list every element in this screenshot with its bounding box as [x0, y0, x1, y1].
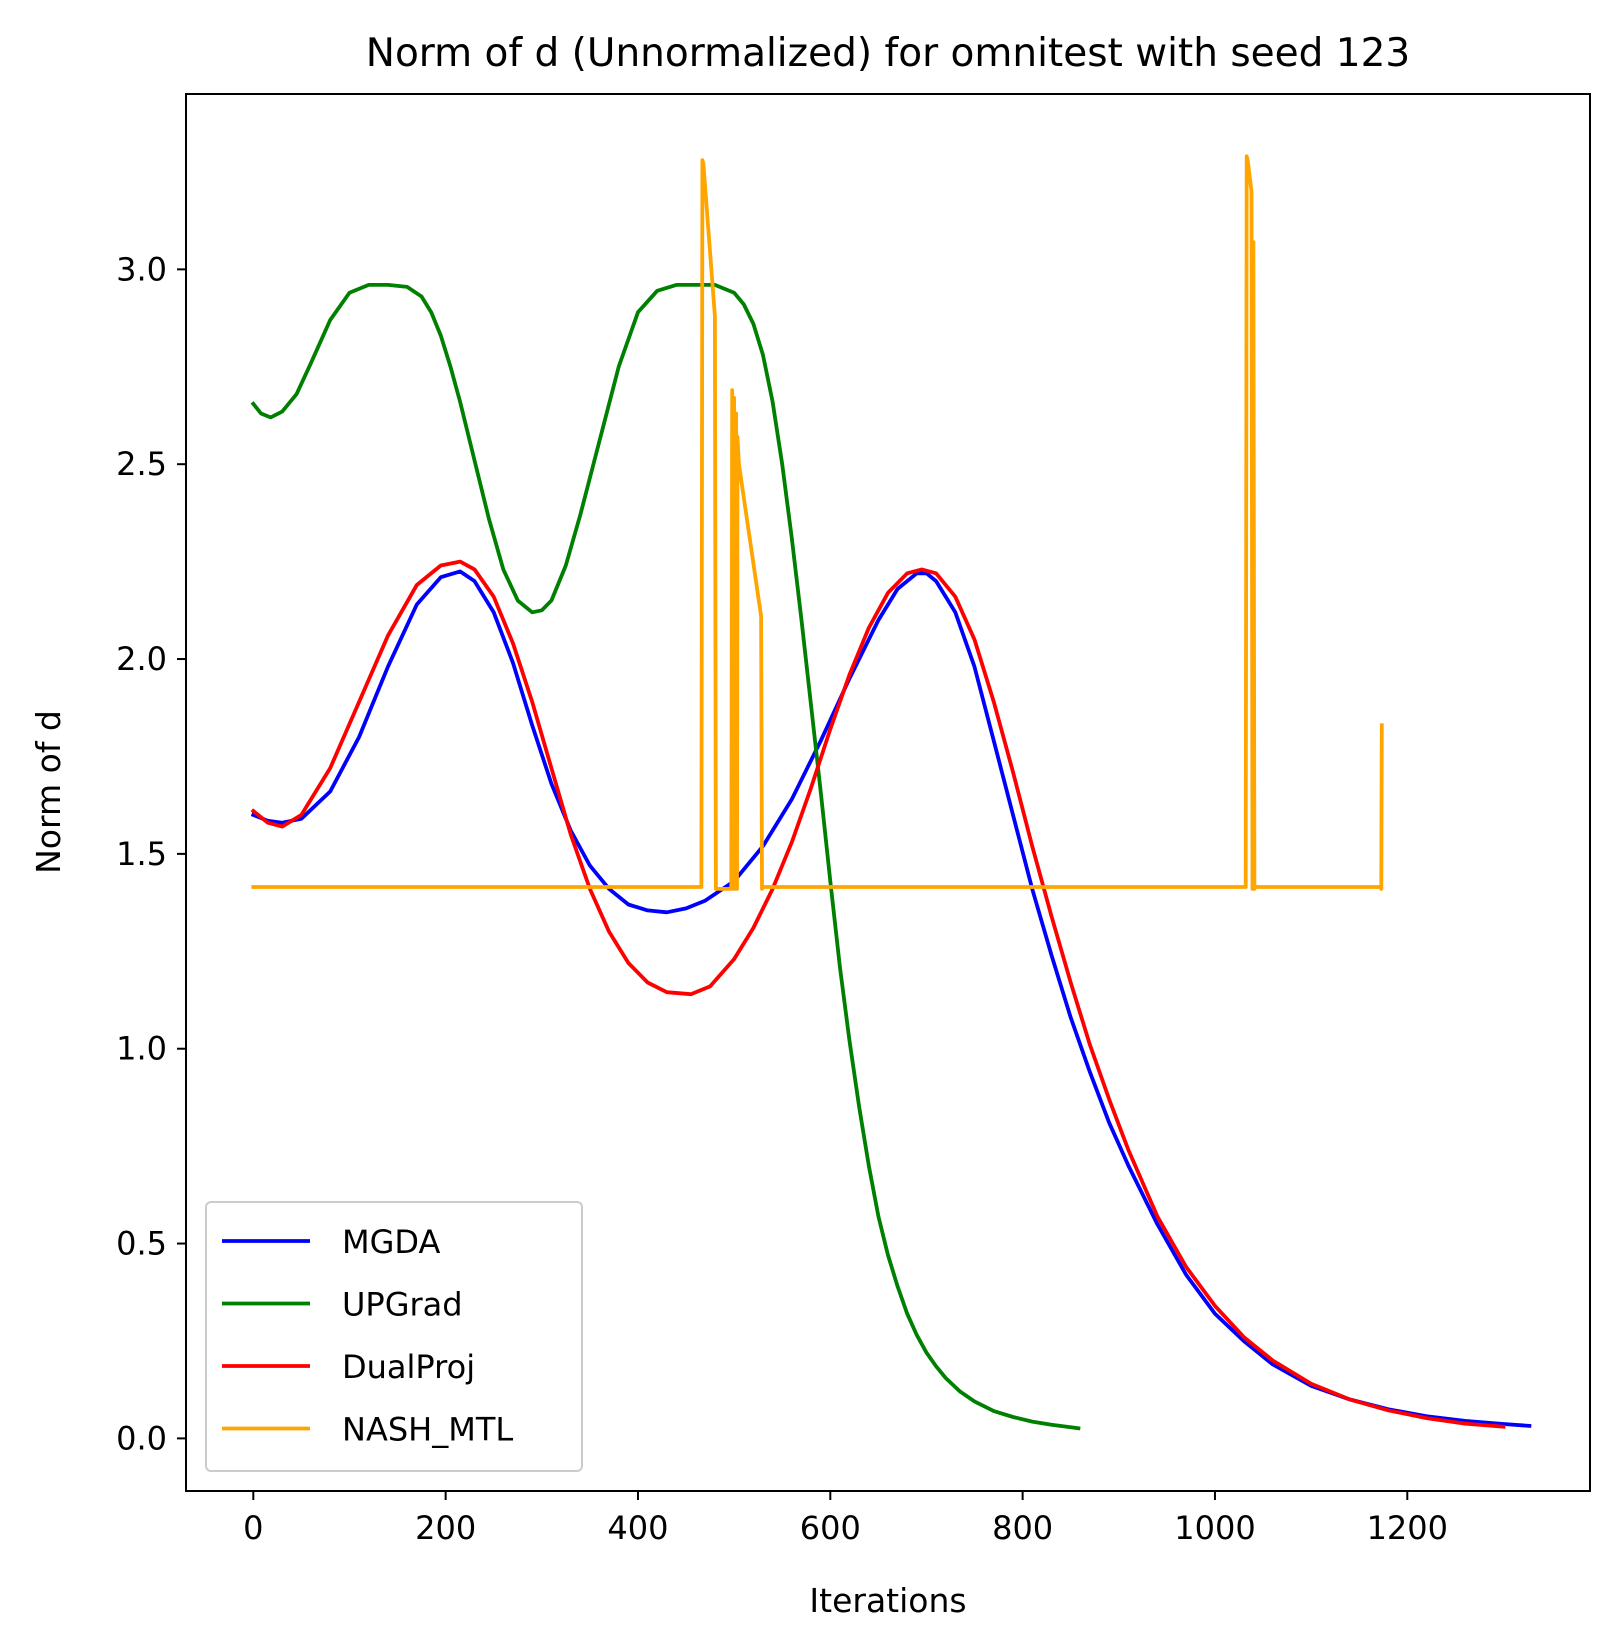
series-lines — [250, 154, 1532, 1431]
legend-label-mgda: MGDA — [342, 1223, 440, 1261]
y-tick-label: 2.0 — [116, 640, 167, 678]
series-line-dualproj — [250, 559, 1506, 1429]
x-tick-label: 400 — [607, 1509, 668, 1547]
y-tick-label: 0.0 — [116, 1419, 167, 1457]
y-tick-label: 1.5 — [116, 835, 167, 873]
x-tick-label: 200 — [415, 1509, 476, 1547]
y-tick-label: 3.0 — [116, 250, 167, 288]
plot-area-frame — [185, 93, 1591, 1492]
legend-box — [205, 1201, 583, 1472]
x-tick-label: 600 — [800, 1509, 861, 1547]
chart-title: Norm of d (Unnormalized) for omnitest wi… — [366, 31, 1410, 76]
x-axis: 0 200 400 600 800 1000 1200 — [243, 1491, 1448, 1547]
y-tick-label: 2.5 — [116, 445, 167, 483]
y-tick-label: 1.0 — [116, 1030, 167, 1068]
legend-label-nash-mtl: NASH_MTL — [342, 1411, 513, 1449]
x-tick-label: 800 — [992, 1509, 1053, 1547]
x-tick-label: 0 — [243, 1509, 263, 1547]
x-tick-label: 1200 — [1367, 1509, 1448, 1547]
y-tick-label: 0.5 — [116, 1225, 167, 1263]
legend-label-upgrad: UPGrad — [342, 1286, 463, 1324]
series-line-nash-mtl — [251, 154, 1384, 891]
y-axis-label: Norm of d — [29, 710, 68, 874]
legend: MGDA UPGrad DualProj NASH_MTL — [205, 1201, 583, 1472]
x-tick-label: 1000 — [1174, 1509, 1255, 1547]
y-axis: 0.0 0.5 1.0 1.5 2.0 2.5 3.0 — [116, 250, 186, 1457]
x-axis-label: Iterations — [809, 1581, 966, 1620]
legend-label-dualproj: DualProj — [342, 1348, 475, 1386]
series-line-upgrad — [250, 282, 1081, 1431]
